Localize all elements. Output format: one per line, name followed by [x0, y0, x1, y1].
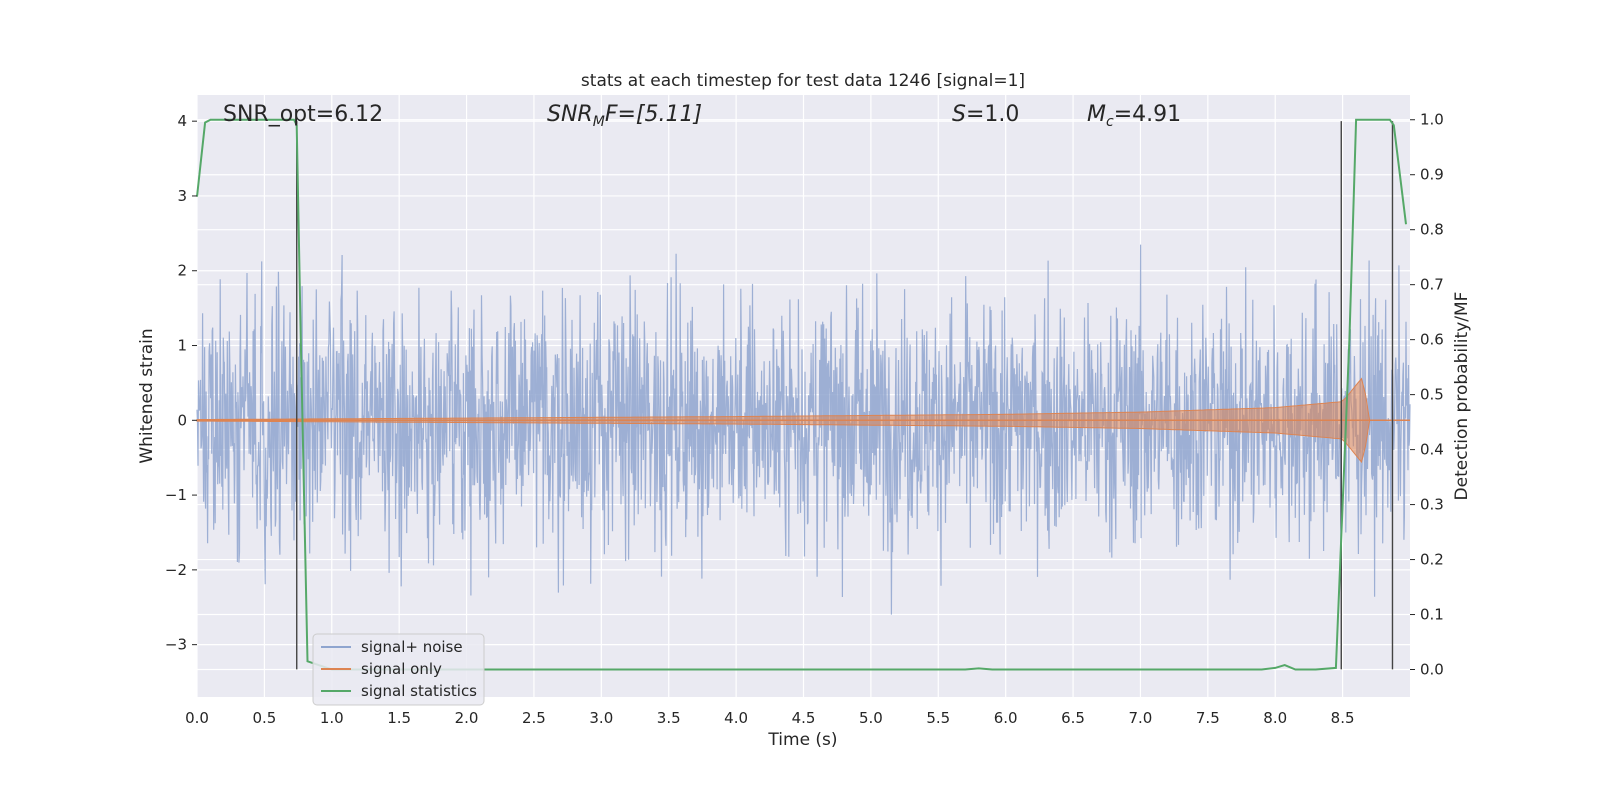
annotation-mc: Mc=4.91: [1087, 102, 1181, 130]
annotation-s-rest: =1.0: [966, 102, 1019, 127]
stats-line: [196, 118, 1407, 671]
y-right-tick-label: 0.8: [1420, 221, 1444, 239]
y-left-tick-label: 1: [177, 337, 187, 355]
x-tick-label: 0.0: [185, 709, 209, 727]
y-left-tick-labels: −3 −2 −1 0 1 2 3 4: [165, 112, 197, 654]
y-left-axis-label: Whitened strain: [137, 328, 157, 463]
x-tick-labels: 0.0 0.5 1.0 1.5 2.0 2.5 3.0 3.5 4.0 4.5 5.0 5.5 6.0 6…: [185, 709, 1354, 727]
y-right-tick-label: 0.4: [1420, 441, 1444, 459]
annotation-snr-mf-sub: M: [593, 114, 605, 130]
y-right-axis-label: Detection probability/MF: [1452, 292, 1472, 501]
annotation-snr-opt: SNR_opt=6.12: [223, 102, 383, 127]
legend-box: [312, 633, 485, 706]
x-tick-label: 0.5: [252, 709, 276, 727]
x-tick-label: 1.0: [320, 709, 344, 727]
x-tick-label: 6.5: [1061, 709, 1085, 727]
y-left-tick-label: 4: [177, 112, 187, 130]
legend-label-noise: signal+ noise: [361, 638, 463, 656]
y-right-tick-label: 1.0: [1420, 111, 1444, 129]
x-tick-label: 7.0: [1129, 709, 1153, 727]
y-right-tick-label: 0.6: [1420, 331, 1444, 349]
series-signal-only: [196, 377, 1410, 464]
y-left-tick-label: 2: [177, 262, 187, 280]
y-right-tick-label: 0.5: [1420, 386, 1444, 404]
vertical-markers: [296, 121, 1394, 670]
annotation-snr-mf: SNRMF=[5.11]: [547, 102, 702, 130]
y-left-tick-label: −2: [165, 561, 187, 579]
y-right-tick-label: 0.2: [1420, 551, 1444, 569]
y-left-tick-label: 3: [177, 187, 187, 205]
legend-label-stats: signal statistics: [361, 682, 477, 700]
chart-title: stats at each timestep for test data 124…: [581, 71, 1025, 91]
x-tick-label: 5.5: [926, 709, 950, 727]
x-tick-label: 4.0: [724, 709, 748, 727]
annotation-snr-mf-main: SNR: [547, 102, 593, 127]
y-right-tick-label: 0.3: [1420, 496, 1444, 514]
y-right-tick-labels: 0.0 0.1 0.2 0.3 0.4 0.5 0.6 0.7 0.8 0.9 1.0: [1410, 111, 1444, 679]
x-tick-label: 6.0: [994, 709, 1018, 727]
y-left-tick-label: −1: [165, 486, 187, 504]
x-tick-label: 4.5: [792, 709, 816, 727]
y-right-tick-label: 0.9: [1420, 166, 1444, 184]
x-tick-label: 5.0: [859, 709, 883, 727]
legend: signal+ noise signal only signal statist…: [312, 633, 485, 706]
annotation-s-main: S: [952, 102, 966, 127]
x-tick-label: 2.0: [455, 709, 479, 727]
legend-label-signal: signal only: [361, 660, 442, 678]
x-tick-label: 2.5: [522, 709, 546, 727]
y-right-tick-label: 0.1: [1420, 606, 1444, 624]
y-left-tick-label: −3: [165, 636, 187, 654]
series-signal-statistics: [196, 118, 1407, 671]
y-right-tick-label: 0.7: [1420, 276, 1444, 294]
x-tick-label: 3.0: [589, 709, 613, 727]
x-tick-label: 7.5: [1196, 709, 1220, 727]
annotation-mc-rest: =4.91: [1114, 102, 1181, 127]
y-right-tick-label: 0.0: [1420, 661, 1444, 679]
annotation-s: S=1.0: [952, 102, 1019, 127]
x-tick-label: 8.0: [1263, 709, 1287, 727]
x-tick-label: 8.5: [1331, 709, 1355, 727]
annotation-mc-sub: c: [1106, 114, 1114, 130]
annotation-mc-main: M: [1087, 102, 1106, 127]
x-axis-label: Time (s): [767, 730, 837, 750]
y-left-tick-label: 0: [177, 411, 187, 429]
x-tick-label: 1.5: [387, 709, 411, 727]
annotation-snr-mf-rest: F=[5.11]: [605, 102, 702, 127]
x-tick-label: 3.5: [657, 709, 681, 727]
